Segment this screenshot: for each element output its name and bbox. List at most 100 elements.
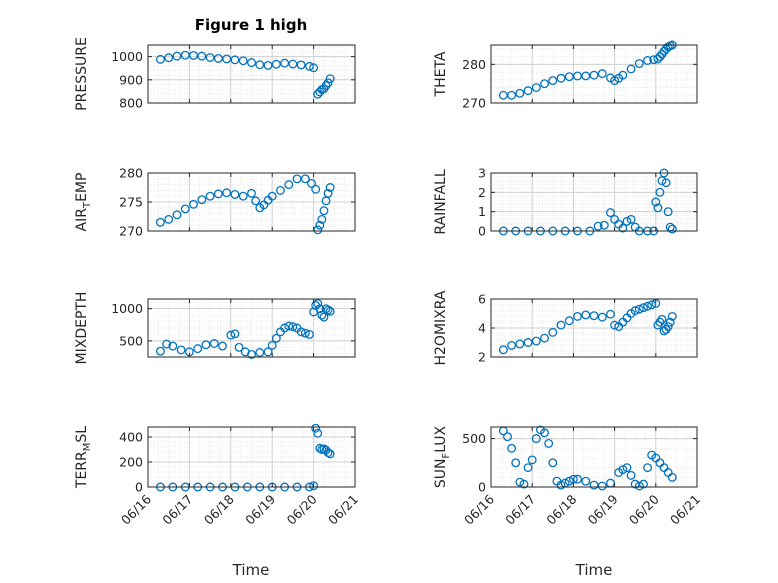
data-point <box>573 474 582 484</box>
data-point <box>247 58 256 68</box>
data-point <box>515 477 525 487</box>
y-tick-label: 0 <box>478 224 486 239</box>
data-point <box>255 60 265 70</box>
data-point <box>230 190 240 199</box>
data-point <box>597 481 607 491</box>
data-point <box>597 69 607 79</box>
subplot-5: 500 1000 MIXDEPTH <box>74 292 356 365</box>
data-point <box>296 327 306 337</box>
data-point <box>663 322 673 331</box>
data-point <box>626 470 636 480</box>
data-point <box>643 463 653 473</box>
data-point <box>222 188 232 198</box>
data-point <box>315 220 325 230</box>
data-point <box>284 180 294 190</box>
data-point <box>667 311 677 321</box>
data-point <box>325 306 335 316</box>
y-tick-label: 1000 <box>111 301 143 316</box>
data-point <box>544 439 554 448</box>
data-point <box>238 191 248 201</box>
data-point <box>296 60 306 70</box>
y-tick-label: 0 <box>478 480 486 495</box>
y-tick-label: 270 <box>462 96 486 111</box>
data-point <box>606 309 615 319</box>
data-point <box>288 322 298 332</box>
axes-box <box>490 172 698 232</box>
data-point <box>589 480 599 490</box>
y-tick-label: 270 <box>119 224 143 239</box>
data-point <box>540 428 550 438</box>
y-axis-label: TERRMSL <box>74 426 93 489</box>
y-tick-label: 1 <box>478 204 486 219</box>
data-point <box>638 479 648 489</box>
data-point <box>309 63 319 73</box>
xlabel-left: Time <box>232 561 270 579</box>
data-point <box>548 458 558 468</box>
data-point <box>226 330 236 340</box>
data-point <box>599 220 609 230</box>
data-point <box>276 185 285 195</box>
data-point <box>189 50 198 60</box>
data-point <box>665 317 675 327</box>
y-axis-label: H2OMIXRA <box>433 290 449 365</box>
y-axis-label-rest: EMP <box>74 173 90 202</box>
data-point <box>251 196 261 206</box>
data-point <box>255 348 265 357</box>
data-point <box>213 189 223 199</box>
data-point <box>197 51 207 61</box>
data-point <box>507 90 517 100</box>
data-point <box>655 187 665 197</box>
data-point <box>321 81 331 91</box>
data-point <box>622 463 632 473</box>
data-point <box>325 183 335 192</box>
data-point <box>581 71 591 81</box>
data-point <box>503 432 512 442</box>
y-tick-label: 0 <box>135 480 143 495</box>
y-axis-label-base: AIR <box>74 208 90 232</box>
data-point <box>622 216 632 226</box>
y-tick-label: 2 <box>478 185 486 200</box>
data-point <box>507 443 517 453</box>
data-point <box>323 78 333 88</box>
data-point <box>155 54 165 64</box>
data-point <box>523 86 533 96</box>
y-axis-label: AIRTEMP <box>74 173 93 232</box>
axes-box <box>490 44 698 104</box>
y-axis-label-base: SUN <box>433 459 449 489</box>
y-axis-label: MIXDEPTH <box>74 292 90 365</box>
data-point <box>247 349 256 359</box>
y-tick-label: 800 <box>119 96 143 111</box>
y-axis-label-rest: SL <box>74 426 90 443</box>
y-axis-label-base: TERR <box>74 451 90 489</box>
data-point <box>573 311 582 321</box>
data-point <box>325 449 335 459</box>
data-point <box>564 476 574 486</box>
data-point <box>172 210 182 220</box>
data-point <box>230 55 240 65</box>
data-point <box>618 70 628 80</box>
data-point <box>589 70 599 80</box>
data-point <box>311 423 321 433</box>
data-point <box>263 60 273 70</box>
data-point <box>323 448 333 458</box>
data-point <box>634 481 644 491</box>
data-point <box>172 51 182 61</box>
data-point <box>651 197 661 207</box>
data-point <box>531 336 541 346</box>
data-point <box>634 304 644 314</box>
y-tick-label: 275 <box>119 195 143 210</box>
y-tick-label: 200 <box>119 455 143 470</box>
data-point <box>162 339 172 349</box>
data-point <box>618 465 628 475</box>
data-point <box>218 341 227 351</box>
data-point <box>205 53 215 62</box>
data-point <box>661 178 671 188</box>
y-tick-label: 500 <box>119 333 143 348</box>
data-point <box>307 178 316 188</box>
data-point <box>271 59 281 69</box>
data-point <box>564 72 574 82</box>
data-point <box>626 64 636 74</box>
y-tick-label: 6 <box>478 292 486 307</box>
data-point <box>280 58 290 68</box>
